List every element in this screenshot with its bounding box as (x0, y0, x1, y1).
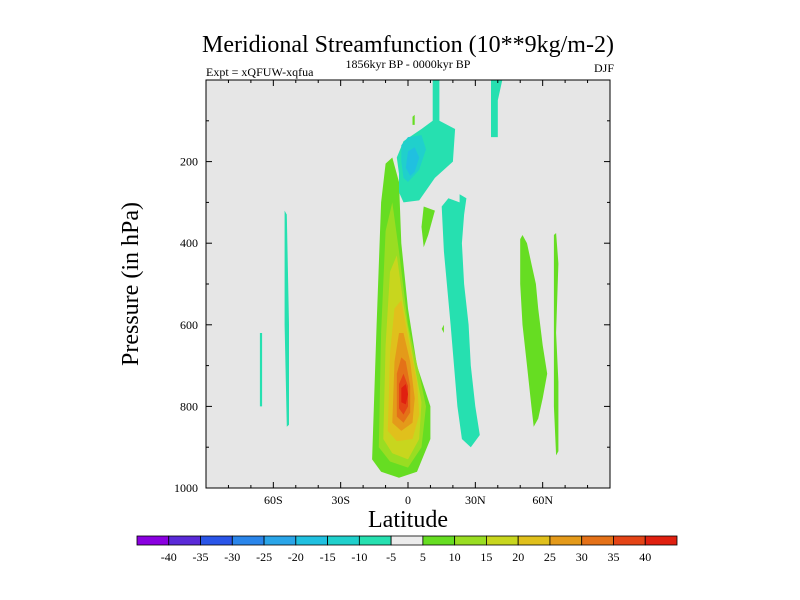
colorbar-swatch (295, 535, 328, 546)
colorbar-label: 20 (512, 550, 524, 564)
colorbar-swatch (581, 535, 614, 546)
contour-regions (259, 80, 559, 478)
positive-cell-16 (412, 114, 415, 125)
x-tick-label: 60N (532, 493, 553, 507)
x-tick-label: 0 (405, 493, 411, 507)
y-tick-label: 400 (180, 236, 198, 250)
colorbar-swatch (231, 535, 265, 546)
negative-cell-13 (491, 80, 503, 138)
colorbar-swatch (327, 535, 360, 546)
colorbar-label: -10 (351, 550, 367, 564)
colorbar-swatch (517, 535, 551, 546)
colorbar-label: 10 (449, 550, 461, 564)
colorbar-swatch (390, 535, 424, 546)
colorbar-swatch (613, 535, 646, 546)
colorbar-label: 30 (576, 550, 588, 564)
x-tick-label: 60S (264, 493, 283, 507)
x-tick-label: 30S (331, 493, 350, 507)
y-tick-label: 600 (180, 318, 198, 332)
subtitle-center: 1856kyr BP - 0000kyr BP (346, 57, 471, 71)
negative-cell-12 (405, 147, 420, 176)
colorbar-swatch (168, 535, 201, 546)
subtitle-left: Expt = xQFUW-xqfua (206, 65, 314, 79)
negative-cell-8 (259, 333, 263, 407)
subtitle-right: DJF (594, 61, 614, 75)
colorbar-label: -5 (386, 550, 396, 564)
colorbar-swatch (486, 535, 519, 546)
chart-title: Meridional Streamfunction (10**9kg/m-2) (202, 32, 614, 58)
colorbar-swatch (644, 535, 678, 546)
negative-cell-14 (441, 194, 480, 448)
colorbar-label: 5 (420, 550, 426, 564)
colorbar-swatch (358, 535, 392, 546)
colorbar-swatch (136, 535, 170, 546)
colorbar-label: 40 (639, 550, 651, 564)
y-tick-label: 800 (180, 399, 198, 413)
y-tick-label: 200 (180, 155, 198, 169)
colorbar: -40 -35 -30 -25 -20 -15 -10 -5 5 10 15 20 25 30 35 40 (136, 535, 678, 564)
axis-ticks: 60S 30S 0 30N 60N 200 400 600 800 1000 (174, 80, 610, 507)
colorbar-swatch (263, 535, 297, 546)
colorbar-label: 35 (608, 550, 620, 564)
colorbar-label: -25 (256, 550, 272, 564)
x-axis-label: Latitude (368, 507, 448, 533)
colorbar-label: -20 (288, 550, 304, 564)
colorbar-label: -35 (193, 550, 209, 564)
colorbar-label: -30 (224, 550, 240, 564)
negative-cell-9 (284, 210, 289, 427)
y-axis-label: Pressure (in hPa) (118, 202, 144, 366)
positive-cell-18 (520, 235, 548, 427)
y-tick-label: 1000 (174, 481, 198, 495)
colorbar-label: 15 (480, 550, 492, 564)
positive-tropical-core-7 (401, 384, 408, 405)
colorbar-swatch (549, 535, 583, 546)
colorbar-label: -40 (161, 550, 177, 564)
colorbar-label: 25 (544, 550, 556, 564)
positive-cell-17 (441, 324, 444, 333)
positive-cell-15 (421, 206, 435, 248)
positive-cell-19 (553, 233, 559, 456)
colorbar-swatch (454, 535, 487, 546)
x-tick-label: 30N (465, 493, 486, 507)
colorbar-swatch (422, 535, 456, 546)
colorbar-swatch (200, 535, 233, 546)
colorbar-label: -15 (320, 550, 336, 564)
